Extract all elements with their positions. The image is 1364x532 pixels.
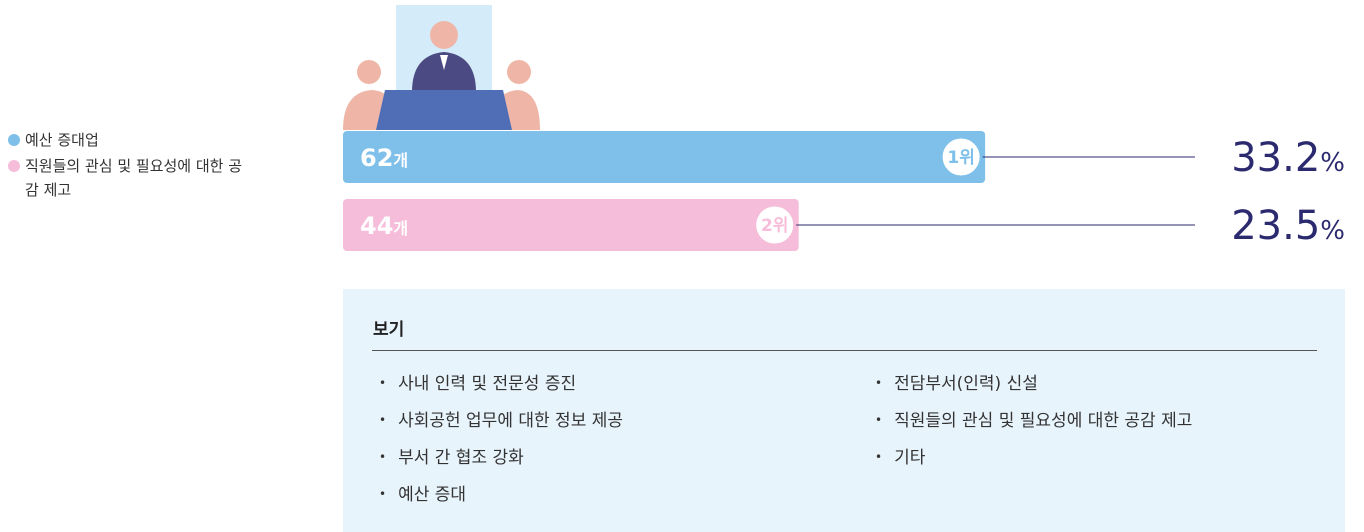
option-list: 사내 인력 및 전문성 증진사회공헌 업무에 대한 정보 제공부서 간 협조 강… <box>379 369 1329 517</box>
rank-label: 2위 <box>761 216 788 236</box>
chart: 62개 1위 33.2%44개 2위 23.5% <box>343 5 1345 251</box>
legend-label: 예산 증대업 <box>25 131 99 149</box>
rank-badge <box>939 135 983 179</box>
bar <box>343 199 799 251</box>
option-item: 전담부서(인력) 신설 <box>875 369 1325 406</box>
legend-label: 직원들의 관심 및 필요성에 대한 공감 제고 <box>25 157 243 199</box>
value-number: 62 <box>360 144 393 172</box>
divider <box>372 350 1317 351</box>
share-number: 33.2 <box>1231 135 1320 181</box>
option-item: 사내 인력 및 전문성 증진 <box>379 369 875 406</box>
legend-swatch <box>8 134 20 146</box>
option-item: 예산 증대 <box>379 480 875 517</box>
box-title: 보기 <box>373 320 405 340</box>
share-unit: % <box>1320 216 1345 246</box>
options-box: 보기 사내 인력 및 전문성 증진사회공헌 업무에 대한 정보 제공부서 간 협… <box>343 289 1345 532</box>
legend-entry: 예산 증대업 <box>8 128 248 152</box>
share-number: 23.5 <box>1231 203 1320 249</box>
option-item: 직원들의 관심 및 필요성에 대한 공감 제고 <box>875 406 1325 443</box>
value-unit: 개 <box>393 219 408 238</box>
bar <box>343 131 986 183</box>
value-label: 62개 <box>360 144 408 172</box>
share-label: 23.5% <box>1231 203 1345 249</box>
legend-entry: 직원들의 관심 및 필요성에 대한 공감 제고 <box>8 154 248 202</box>
option-item: 부서 간 협조 강화 <box>379 443 875 480</box>
option-item: 사회공헌 업무에 대한 정보 제공 <box>379 406 875 443</box>
legend-swatch <box>8 160 20 172</box>
value-number: 44 <box>360 212 393 240</box>
rank-badge <box>753 203 797 247</box>
option-item: 기타 <box>875 443 1325 480</box>
illustration <box>343 5 540 130</box>
value-unit: 개 <box>393 151 408 170</box>
share-unit: % <box>1320 148 1345 178</box>
share-label: 33.2% <box>1231 135 1345 181</box>
rank-label: 1위 <box>947 148 974 168</box>
value-label: 44개 <box>360 212 408 240</box>
